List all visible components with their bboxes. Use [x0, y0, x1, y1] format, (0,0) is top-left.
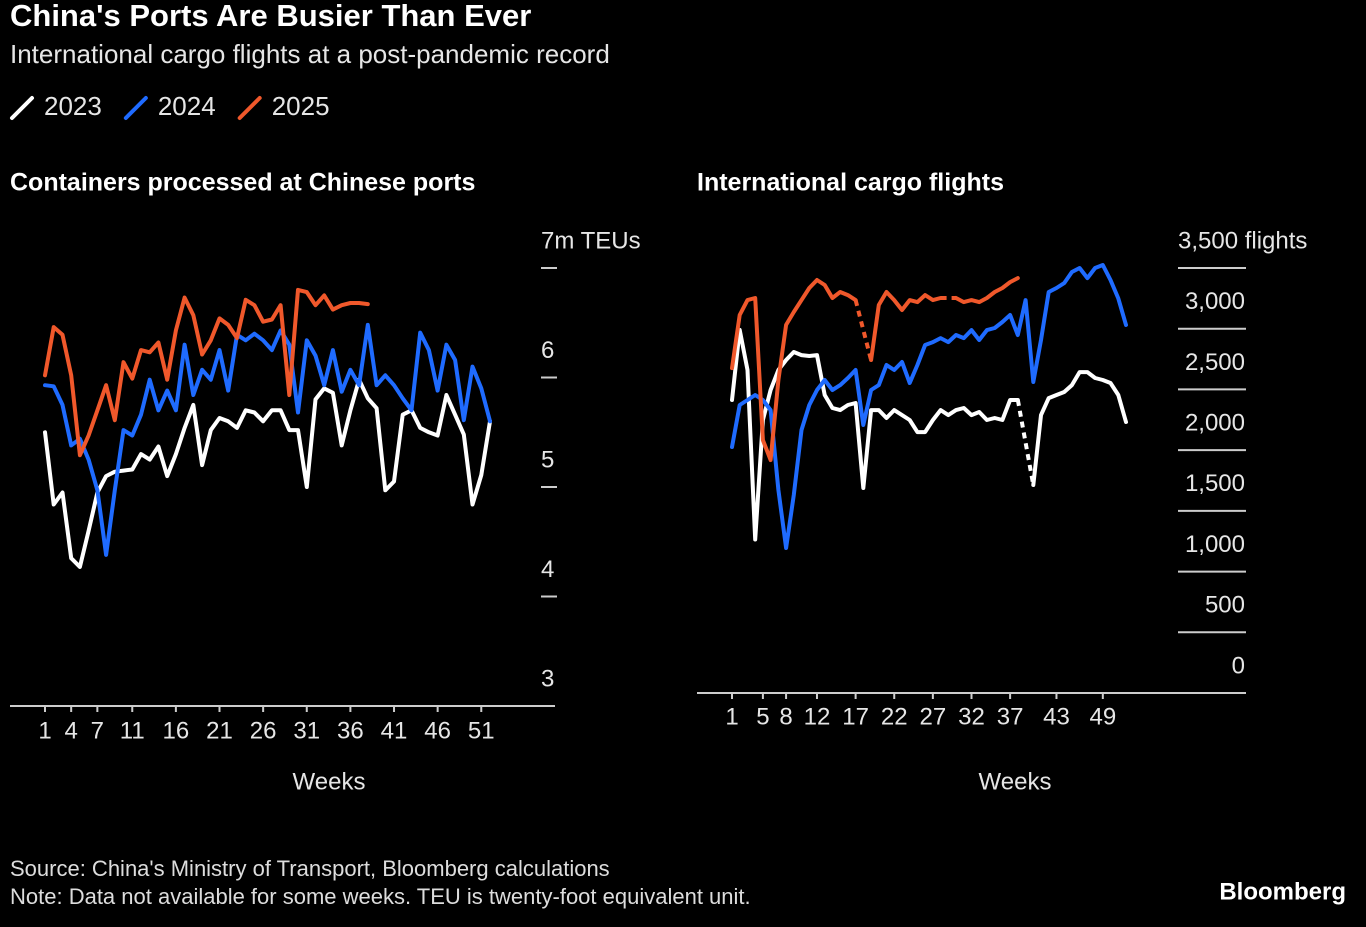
y-tick-label: 1,000: [1185, 531, 1245, 558]
y-tick-label: 1,500: [1185, 470, 1245, 497]
x-tick-label: 26: [250, 717, 277, 744]
series-line: [954, 276, 1020, 305]
legend-label: 2024: [158, 91, 216, 121]
series-line: [43, 322, 492, 557]
y-tick-label: 500: [1205, 592, 1245, 619]
series-line: [1031, 370, 1128, 487]
x-tick-label: 8: [779, 703, 792, 730]
series-line: [730, 278, 858, 462]
y-tick-label: 6: [541, 337, 554, 364]
source: Source: China's Ministry of Transport, B…: [10, 856, 610, 881]
x-tick-label: 43: [1043, 703, 1070, 730]
panel-title: Containers processed at Chinese ports: [10, 169, 475, 197]
x-tick-label: 37: [997, 703, 1024, 730]
brand: Bloomberg: [1219, 878, 1346, 905]
x-tick-label: 21: [206, 717, 233, 744]
gap-connector: [853, 299, 873, 361]
title: China's Ports Are Busier Than Ever: [10, 0, 531, 33]
y-tick-label: 4: [541, 556, 554, 583]
x-tick-label: 17: [842, 703, 869, 730]
x-axis-label: Weeks: [979, 768, 1052, 795]
x-tick-label: 22: [881, 703, 908, 730]
x-tick-label: 11: [120, 717, 145, 744]
x-tick-label: 41: [381, 717, 408, 744]
series-line: [869, 290, 943, 362]
series-line: [730, 263, 1128, 550]
note: Note: Data not available for some weeks.…: [10, 884, 751, 909]
x-tick-label: 31: [293, 717, 320, 744]
y-tick-label: 2,500: [1185, 349, 1245, 376]
panel-title: International cargo flights: [697, 169, 1004, 197]
x-tick-label: 36: [337, 717, 364, 744]
x-tick-label: 46: [424, 717, 451, 744]
legend-swatch: [10, 96, 34, 120]
x-axis-label: Weeks: [293, 768, 366, 795]
x-tick-label: 49: [1089, 703, 1116, 730]
subtitle: International cargo flights at a post-pa…: [10, 39, 610, 69]
legend-label: 2023: [44, 91, 102, 121]
x-tick-label: 27: [920, 703, 947, 730]
x-tick-label: 4: [64, 717, 77, 744]
x-tick-label: 1: [725, 703, 738, 730]
y-tick-label: 5: [541, 446, 554, 473]
x-tick-label: 5: [756, 703, 769, 730]
y-tick-label: 3,500 flights: [1178, 227, 1307, 254]
gap-connector: [1015, 399, 1036, 486]
y-tick-label: 7m TEUs: [541, 227, 641, 254]
legend-label: 2025: [272, 91, 330, 121]
legend-swatch: [123, 96, 148, 120]
legend-swatch: [237, 96, 262, 120]
x-tick-label: 12: [804, 703, 831, 730]
x-tick-label: 16: [163, 717, 190, 744]
x-tick-label: 32: [958, 703, 985, 730]
x-tick-label: 7: [91, 717, 104, 744]
y-tick-label: 3: [541, 665, 554, 692]
x-tick-label: 51: [468, 717, 495, 744]
y-tick-label: 3,000: [1185, 288, 1245, 315]
y-tick-label: 0: [1232, 652, 1245, 679]
x-tick-label: 1: [38, 717, 51, 744]
y-tick-label: 2,000: [1185, 409, 1245, 436]
series-line: [43, 287, 370, 458]
